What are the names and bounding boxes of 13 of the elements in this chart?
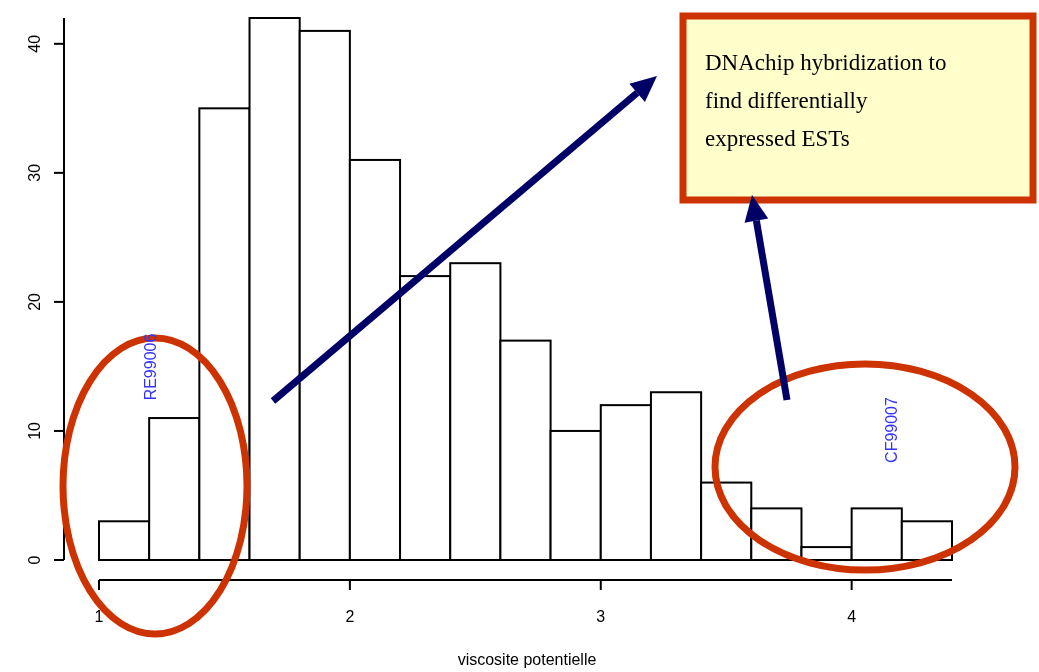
- y-tick-label: 10: [26, 421, 43, 440]
- y-tick-label: 0: [26, 555, 43, 565]
- x-tick-label: 1: [94, 608, 104, 625]
- x-tick-label: 3: [596, 608, 606, 625]
- y-tick-label: 20: [26, 292, 43, 311]
- y-tick-label: 40: [26, 34, 43, 53]
- annotation: RE99006: [142, 333, 159, 401]
- annotation: CF99007: [883, 396, 900, 463]
- x-tick-label: 4: [847, 608, 857, 625]
- annotation: DNAchip hybridization to find differentially expressed ESTs: [705, 50, 947, 151]
- x-axis-title: viscosite potentielle: [457, 651, 597, 668]
- x-tick-label: 2: [345, 608, 355, 625]
- y-tick-label: 30: [26, 163, 43, 182]
